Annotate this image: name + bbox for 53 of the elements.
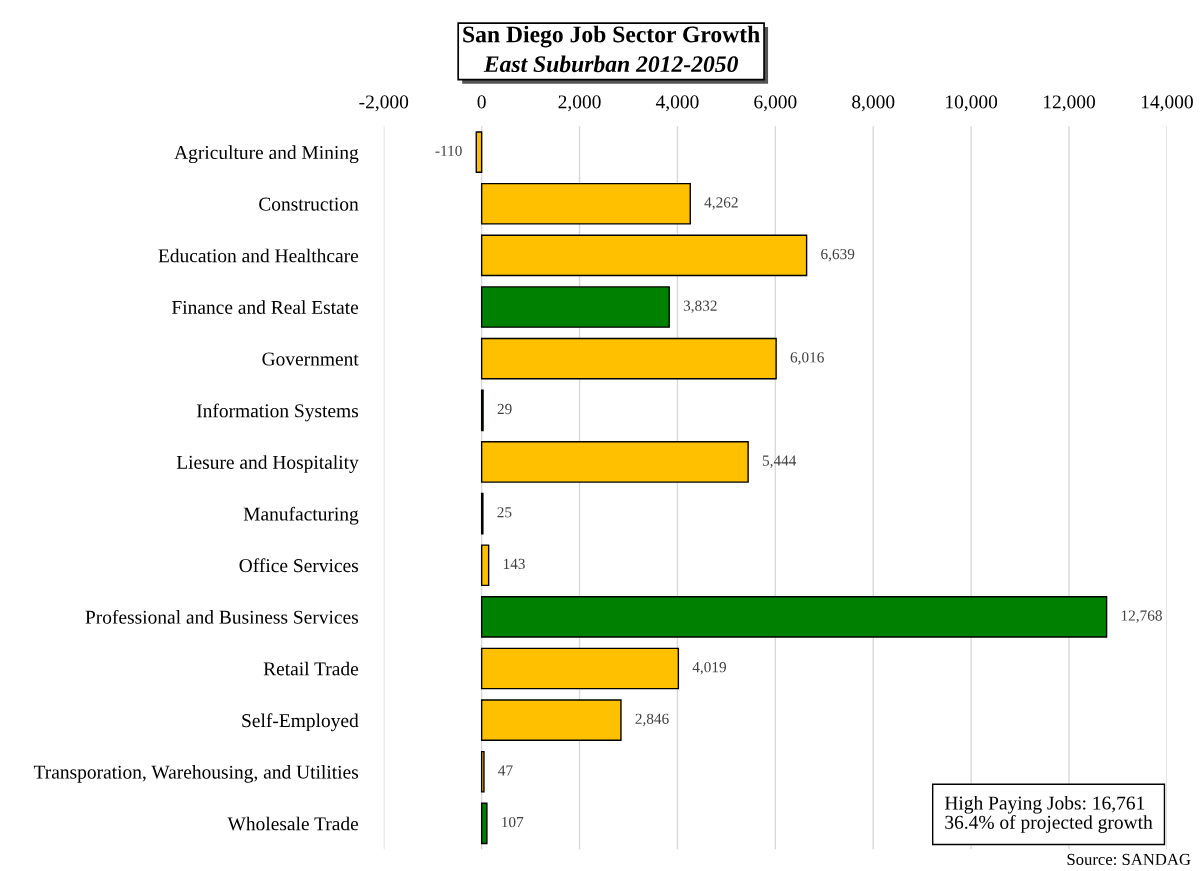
data-label: 4,019 <box>692 662 727 675</box>
x-tick-label: 2,000 <box>558 95 601 112</box>
y-tick-label: Finance and Real Estate <box>171 300 359 314</box>
y-tick-label: Construction <box>259 197 359 211</box>
source-note: Source: SANDAG <box>1067 853 1191 866</box>
data-label: 6,639 <box>821 248 855 262</box>
data-label: -110 <box>435 145 462 156</box>
y-tick-label: Liesure and Hospitality <box>176 455 359 473</box>
bar <box>480 750 485 793</box>
y-tick-label: Agriculture and Mining <box>174 145 359 164</box>
data-label: 3,832 <box>683 300 717 314</box>
bar <box>480 234 808 277</box>
x-tick-label: 6,000 <box>754 95 797 112</box>
y-tick-label: Government <box>262 352 359 366</box>
y-tick-label: Transporation, Warehousing, and Utilities <box>33 765 359 783</box>
chart-subtitle: East Suburban 2012-2050 <box>483 55 738 73</box>
bar <box>480 699 622 741</box>
y-tick-label: Professional and Business Services <box>85 609 359 624</box>
data-label: 47 <box>498 765 513 776</box>
bar <box>475 131 483 173</box>
chart-title: San Diego Job Sector Growth <box>463 25 760 48</box>
data-label: 12,768 <box>1121 610 1162 623</box>
x-tick-label: 8,000 <box>852 95 895 112</box>
data-label: 25 <box>497 507 512 518</box>
data-label: 2,846 <box>635 713 669 727</box>
data-label: 107 <box>502 816 524 828</box>
x-tick-label: 14,000 <box>1141 95 1193 112</box>
y-tick-label: Manufacturing <box>243 506 359 525</box>
bar <box>480 441 749 483</box>
y-tick-label: Education and Healthcare <box>158 248 359 263</box>
y-tick-label: Retail Trade <box>263 661 359 676</box>
data-label: 5,444 <box>762 455 797 468</box>
bar <box>480 647 680 690</box>
bar <box>480 802 488 845</box>
bar <box>480 286 670 328</box>
data-label: 29 <box>497 403 512 415</box>
bar <box>480 337 777 380</box>
data-label: 143 <box>503 558 525 570</box>
bar <box>480 544 490 587</box>
bar <box>480 596 1108 638</box>
annotation: High Paying Jobs: 16,761 36.4% of projected growth <box>944 795 1153 833</box>
y-tick-label: Self-Employed <box>242 713 359 732</box>
x-tick-label: 0 <box>477 95 486 109</box>
x-tick-label: 10,000 <box>946 95 998 112</box>
x-tick-label: 12,000 <box>1043 95 1096 112</box>
data-label: 4,262 <box>704 197 738 210</box>
x-tick-label: -2,000 <box>359 95 409 112</box>
data-label: 6,016 <box>790 352 824 365</box>
x-tick-label: 4,000 <box>655 95 699 112</box>
bar <box>480 182 691 225</box>
y-tick-label: Information Systems <box>196 403 359 422</box>
y-tick-label: Office Services <box>239 558 359 573</box>
y-tick-label: Wholesale Trade <box>227 816 359 831</box>
